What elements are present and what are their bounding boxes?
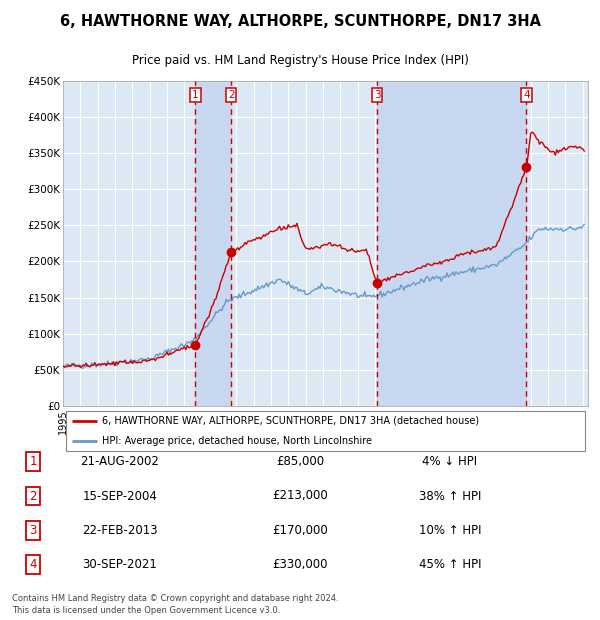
Text: 4% ↓ HPI: 4% ↓ HPI	[422, 456, 478, 468]
Text: 2: 2	[228, 90, 235, 100]
Bar	[196, 81, 231, 406]
Text: £85,000: £85,000	[276, 456, 324, 468]
Text: 38% ↑ HPI: 38% ↑ HPI	[419, 490, 481, 502]
Text: 30-SEP-2021: 30-SEP-2021	[83, 558, 157, 570]
Text: 4: 4	[29, 558, 37, 570]
Text: Price paid vs. HM Land Registry's House Price Index (HPI): Price paid vs. HM Land Registry's House …	[131, 54, 469, 67]
Text: 10% ↑ HPI: 10% ↑ HPI	[419, 524, 481, 536]
Text: 4: 4	[523, 90, 530, 100]
Text: £213,000: £213,000	[272, 490, 328, 502]
Text: £170,000: £170,000	[272, 524, 328, 536]
Text: 6, HAWTHORNE WAY, ALTHORPE, SCUNTHORPE, DN17 3HA: 6, HAWTHORNE WAY, ALTHORPE, SCUNTHORPE, …	[59, 14, 541, 29]
FancyBboxPatch shape	[65, 411, 586, 451]
Text: 15-SEP-2004: 15-SEP-2004	[83, 490, 157, 502]
Text: 22-FEB-2013: 22-FEB-2013	[82, 524, 158, 536]
Text: 45% ↑ HPI: 45% ↑ HPI	[419, 558, 481, 570]
Text: £330,000: £330,000	[272, 558, 328, 570]
Text: 1: 1	[29, 456, 37, 468]
Text: 3: 3	[374, 90, 380, 100]
Bar	[377, 81, 526, 406]
Text: 6, HAWTHORNE WAY, ALTHORPE, SCUNTHORPE, DN17 3HA (detached house): 6, HAWTHORNE WAY, ALTHORPE, SCUNTHORPE, …	[103, 416, 479, 426]
Text: 3: 3	[29, 524, 37, 536]
Text: Contains HM Land Registry data © Crown copyright and database right 2024.
This d: Contains HM Land Registry data © Crown c…	[12, 594, 338, 615]
Text: HPI: Average price, detached house, North Lincolnshire: HPI: Average price, detached house, Nort…	[103, 436, 373, 446]
Text: 1: 1	[192, 90, 199, 100]
Text: 21-AUG-2002: 21-AUG-2002	[80, 456, 160, 468]
Text: 2: 2	[29, 490, 37, 502]
